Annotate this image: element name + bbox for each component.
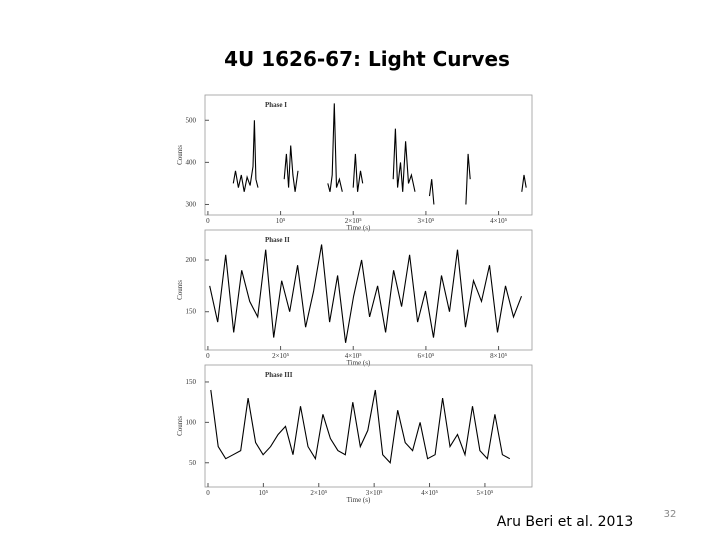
y-tick-label: 50 bbox=[189, 459, 197, 467]
x-axis-label: Time (s) bbox=[347, 224, 371, 232]
x-tick-label: 8×10⁵ bbox=[490, 352, 507, 360]
light-curve bbox=[210, 389, 511, 465]
x-axis-label: Time (s) bbox=[347, 496, 371, 504]
slide-title: 4U 1626-67: Light Curves bbox=[224, 47, 510, 71]
x-tick-label: 4×10⁵ bbox=[421, 489, 438, 497]
plot-frame bbox=[204, 229, 533, 351]
light-curve bbox=[232, 103, 527, 205]
x-tick-label: 0 bbox=[206, 217, 210, 225]
x-tick-label: 4×10⁵ bbox=[490, 217, 507, 225]
x-tick-label: 6×10⁵ bbox=[417, 352, 434, 360]
x-tick-label: 5×10⁵ bbox=[476, 489, 493, 497]
x-tick-label: 10⁵ bbox=[259, 489, 269, 497]
x-tick-label: 10⁵ bbox=[276, 217, 286, 225]
x-tick-label: 0 bbox=[206, 489, 210, 497]
y-tick-label: 100 bbox=[186, 418, 197, 426]
x-tick-label: 3×10⁵ bbox=[417, 217, 434, 225]
y-tick-label: 300 bbox=[186, 200, 197, 208]
y-axis-label: Counts bbox=[176, 416, 184, 436]
panel-label: Phase II bbox=[265, 236, 290, 244]
x-tick-label: 4×10⁵ bbox=[345, 352, 362, 360]
x-tick-label: 2×10⁵ bbox=[345, 217, 362, 225]
panel-label: Phase I bbox=[265, 101, 287, 109]
citation: Aru Beri et al. 2013 bbox=[497, 514, 634, 530]
x-tick-label: 2×10⁵ bbox=[310, 489, 327, 497]
plot-frame bbox=[204, 364, 533, 488]
y-axis-label: Counts bbox=[176, 280, 184, 300]
x-tick-label: 2×10⁵ bbox=[272, 352, 289, 360]
x-axis-label: Time (s) bbox=[347, 359, 371, 367]
light-curve bbox=[209, 244, 523, 343]
y-tick-label: 400 bbox=[186, 158, 197, 166]
y-tick-label: 200 bbox=[186, 256, 197, 264]
y-tick-label: 150 bbox=[186, 378, 197, 386]
x-tick-label: 0 bbox=[206, 352, 210, 360]
plot-frame bbox=[204, 94, 533, 216]
x-tick-label: 3×10⁵ bbox=[366, 489, 383, 497]
page-number: 32 bbox=[664, 509, 677, 520]
y-tick-label: 150 bbox=[186, 308, 197, 316]
panel-label: Phase III bbox=[265, 371, 293, 379]
y-axis-label: Counts bbox=[176, 145, 184, 165]
y-tick-label: 500 bbox=[186, 116, 197, 124]
